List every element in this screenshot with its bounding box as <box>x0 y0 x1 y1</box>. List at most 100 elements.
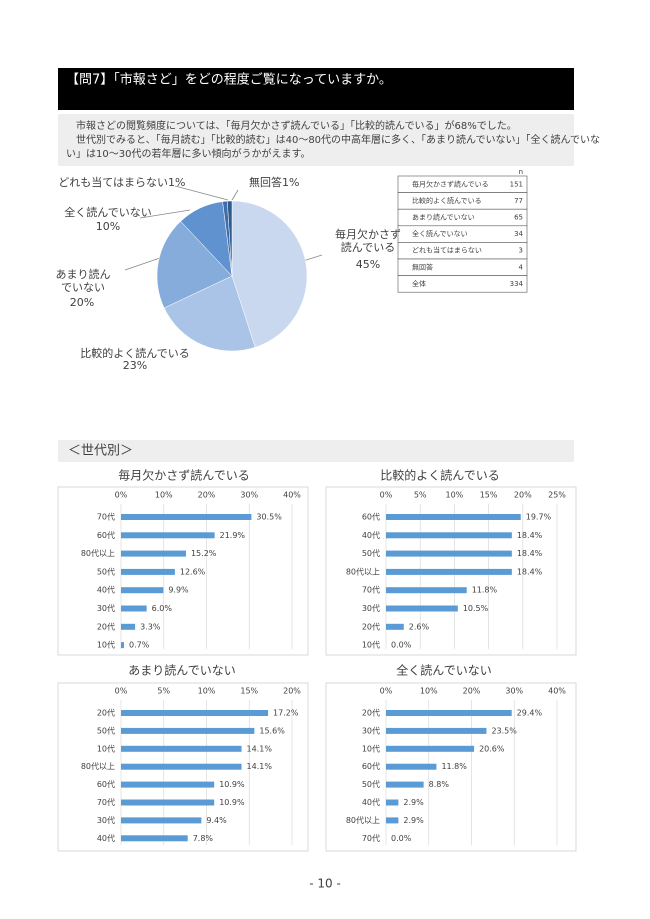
bar <box>121 781 215 788</box>
x-tick-label: 0% <box>115 687 128 696</box>
x-tick-label: 5% <box>157 687 170 696</box>
value-label: 8.8% <box>429 780 450 789</box>
header-title: 【問7】「市報さど」をどの程度ご覧になっていますか。 <box>66 72 392 88</box>
value-label: 23.5% <box>491 726 517 735</box>
pie-slice <box>163 275 256 352</box>
pie-label-box: あまり読んでいない <box>56 268 111 294</box>
value-label: 9.9% <box>168 586 189 595</box>
x-tick-label: 5% <box>414 491 427 500</box>
value-label: 14.1% <box>247 744 273 753</box>
value-label: 7.8% <box>193 834 214 843</box>
bar <box>386 568 512 575</box>
x-tick-label: 30% <box>505 687 523 696</box>
y-tick-label: 80代以上 <box>81 548 115 558</box>
table-value: 77 <box>514 197 523 205</box>
intro-box <box>58 114 574 166</box>
value-label: 12.6% <box>180 567 206 576</box>
y-tick-label: 40代 <box>97 585 115 595</box>
x-tick-label: 40% <box>548 687 566 696</box>
y-tick-label: 40代 <box>362 530 380 540</box>
y-tick-label: 10代 <box>362 640 380 650</box>
x-tick-label: 25% <box>548 491 566 500</box>
bar <box>121 605 147 612</box>
value-label: 9.4% <box>206 816 227 825</box>
table-label: 無回答 <box>412 262 433 271</box>
x-tick-label: 15% <box>480 491 498 500</box>
intro-line: 市報さどの閲覧頻度については、「毎月欠かさず読んでいる」「比較的読んでいる」が6… <box>76 119 517 132</box>
bar <box>386 727 487 734</box>
bar <box>386 817 399 824</box>
value-label: 0.0% <box>391 641 412 650</box>
y-tick-label: 60代 <box>97 779 115 789</box>
page-number: - 10 - <box>309 877 341 891</box>
x-tick-label: 0% <box>380 491 393 500</box>
chart-title: 全く読んでいない <box>396 663 491 678</box>
table-header: n <box>519 168 523 176</box>
x-tick-label: 30% <box>240 491 258 500</box>
y-tick-label: 70代 <box>97 797 115 807</box>
table-label: 全体 <box>412 279 426 288</box>
value-label: 11.8% <box>441 762 467 771</box>
value-label: 18.4% <box>517 549 543 558</box>
value-label: 0.7% <box>129 641 150 650</box>
y-tick-label: 20代 <box>362 621 380 631</box>
y-tick-label: 70代 <box>362 585 380 595</box>
table-row <box>397 275 528 293</box>
bar <box>386 550 512 557</box>
bar <box>121 532 215 539</box>
bar <box>121 623 136 630</box>
chart-title: あまり読んでいない <box>128 663 235 678</box>
value-label: 18.4% <box>517 567 543 576</box>
y-tick-label: 20代 <box>362 708 380 718</box>
y-tick-label: 60代 <box>362 512 380 522</box>
pie-value-label: 45% <box>356 258 380 271</box>
y-tick-label: 30代 <box>362 603 380 613</box>
value-label: 0.0% <box>391 834 412 843</box>
x-tick-label: 15% <box>240 687 258 696</box>
chart-frame <box>325 486 577 656</box>
y-tick-label: 60代 <box>362 761 380 771</box>
pie-value-label: 10% <box>96 220 120 233</box>
section-title: ＜世代別＞ <box>68 444 133 459</box>
bar <box>386 745 475 752</box>
bar <box>386 799 399 806</box>
chart-frame <box>57 682 309 852</box>
pie-slice <box>231 200 308 348</box>
y-tick-label: 10代 <box>97 640 115 650</box>
leader-line <box>124 257 161 271</box>
table-label: 毎月欠かさず読んでいる <box>412 179 489 188</box>
x-tick-label: 20% <box>463 687 481 696</box>
x-tick-label: 20% <box>198 491 216 500</box>
pie-label-box: 比較的よく読んでいる <box>80 347 190 360</box>
y-tick-label: 80代以上 <box>346 815 380 825</box>
intro-line: 世代別でみると、「毎月読む」「比較的読む」は40～80代の中高年層に多く、「あま… <box>76 133 600 146</box>
bar <box>121 550 186 557</box>
pie-label: 比較的よく読んでいる <box>80 347 190 360</box>
y-tick-label: 80代以上 <box>346 566 380 576</box>
y-tick-label: 30代 <box>97 603 115 613</box>
y-tick-label: 80代以上 <box>81 761 115 771</box>
y-tick-label: 10代 <box>97 743 115 753</box>
x-tick-label: 40% <box>283 491 301 500</box>
value-label: 11.8% <box>472 586 498 595</box>
bar <box>121 745 242 752</box>
pie-value-label: 23% <box>123 359 147 372</box>
bar <box>386 710 512 716</box>
table-value: 334 <box>510 280 524 288</box>
y-tick-label: 70代 <box>362 833 380 843</box>
chart-title: 毎月欠かさず読んでいる <box>118 468 249 483</box>
header-bar <box>58 68 574 110</box>
y-tick-label: 40代 <box>362 797 380 807</box>
bar <box>121 835 188 842</box>
value-label: 6.0% <box>152 604 173 613</box>
chart-frame <box>57 486 309 656</box>
chart-frame <box>325 682 577 852</box>
x-tick-label: 10% <box>420 687 438 696</box>
value-label: 3.3% <box>140 622 161 631</box>
bar <box>386 514 521 520</box>
table-label: 比較的よく読んでいる <box>412 196 482 205</box>
table-value: 151 <box>510 180 523 188</box>
value-label: 18.4% <box>517 531 543 540</box>
x-tick-label: 10% <box>155 491 173 500</box>
